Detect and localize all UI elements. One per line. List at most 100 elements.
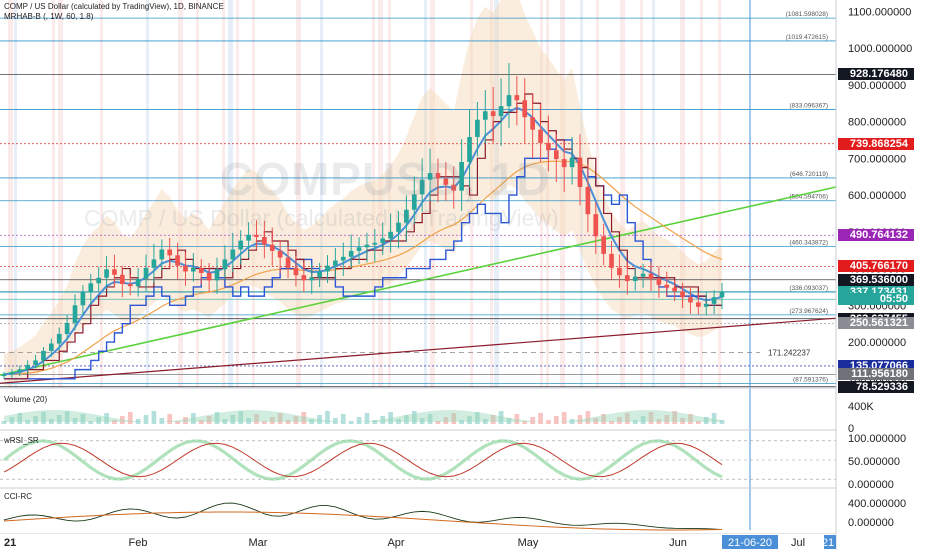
candle-body	[490, 111, 496, 117]
candle-body	[514, 95, 520, 101]
candle-body	[632, 276, 638, 282]
volume-bar	[624, 413, 630, 424]
highlight-stripe	[52, 0, 55, 388]
candle-body	[364, 244, 370, 248]
price-tick-label: 1100.000000	[848, 6, 911, 18]
volume-bar	[711, 413, 717, 424]
highlight-stripe	[652, 0, 655, 388]
trendlines	[0, 0, 837, 530]
volume-bar	[80, 414, 86, 424]
wrsi-pane-label[interactable]: wRSI_SR	[4, 436, 39, 445]
highlight-stripe	[8, 0, 13, 388]
candle-body	[333, 260, 338, 266]
cci-pane	[3, 502, 723, 531]
volume-bar	[593, 418, 599, 424]
symbol-title[interactable]: COMP / US Dollar (calculated by TradingV…	[4, 2, 224, 11]
volume-bar	[151, 411, 157, 424]
volume-bar	[262, 421, 267, 424]
highlight-stripe	[178, 0, 183, 388]
volume-bar	[175, 421, 180, 424]
volume-bar	[411, 411, 417, 424]
candle-body	[143, 267, 149, 279]
highlight-stripe	[546, 0, 549, 388]
candle-body	[64, 322, 70, 334]
volume-pane-label[interactable]: Volume (20)	[4, 395, 48, 404]
candle-body	[459, 162, 464, 191]
price-tag: 405.766170	[838, 260, 914, 273]
candle-body	[672, 287, 678, 292]
volume-bar	[340, 414, 346, 424]
candle-body	[1, 374, 7, 377]
volume-bar	[230, 415, 236, 424]
candle-body	[372, 242, 378, 245]
candle-body	[112, 269, 117, 275]
volume-bar	[104, 413, 109, 424]
volume-bar	[33, 416, 38, 424]
volume-bar	[333, 418, 338, 424]
volume-bar	[498, 411, 504, 424]
highlight-stripe	[252, 0, 255, 388]
candle-body	[719, 291, 725, 298]
candle-body	[356, 247, 362, 251]
time-tick-label: May	[518, 537, 539, 549]
volume-bar	[56, 415, 62, 424]
volume-bar	[553, 416, 559, 424]
volume-bar	[41, 412, 46, 424]
cci-pane-label[interactable]: CCI-RC	[4, 492, 32, 501]
highlight-stripe	[540, 0, 543, 388]
highlight-stripe	[320, 0, 323, 388]
volume-bar	[317, 415, 322, 424]
candle-body	[695, 302, 701, 307]
candle-body	[482, 111, 488, 120]
annotation-label: 171.242237	[768, 349, 811, 358]
candle-body	[183, 265, 188, 272]
candle-body	[80, 292, 86, 306]
candle-body	[254, 234, 259, 237]
indicator-legend[interactable]: MRHAB-B (, 1W, 60, 1.8)	[4, 12, 94, 21]
candle-body	[206, 272, 212, 281]
candle-body	[285, 257, 291, 268]
candle-body	[25, 364, 31, 370]
candle-body	[88, 283, 94, 293]
volume-bar	[183, 417, 188, 424]
volume-tick-label: 0	[848, 423, 854, 435]
volume-bar	[364, 413, 370, 424]
highlight-stripe	[470, 0, 473, 388]
candle-body	[506, 95, 512, 107]
volume-bar	[64, 411, 70, 424]
candle-body	[246, 234, 251, 241]
volume-bar	[17, 413, 23, 424]
volume-bar	[388, 412, 393, 424]
candle-body	[538, 129, 543, 143]
candle-body	[546, 142, 551, 151]
price-tag: 739.868254	[838, 137, 914, 150]
candlesticks[interactable]	[1, 63, 725, 379]
price-tag: 111.956180	[838, 368, 914, 381]
volume-bar	[143, 415, 149, 424]
volume-bar	[443, 417, 449, 424]
volume-bar	[135, 419, 141, 424]
wrsi-tick-label: 50.000000	[848, 456, 900, 468]
volume-bar	[206, 416, 212, 424]
price-tick-label: 700.000000	[848, 153, 906, 165]
volume-bar	[561, 412, 567, 424]
time-tick-label: 21	[822, 537, 834, 549]
time-axis[interactable]: 21 Feb Mar Apr May Jun 21-06-20 Jul 21	[0, 534, 836, 550]
volume-bar	[396, 419, 401, 424]
volume-bar	[475, 412, 480, 424]
highlight-stripe	[228, 0, 233, 388]
highlight-stripe	[620, 0, 625, 388]
candle-body	[609, 253, 614, 268]
trendline-red	[0, 317, 837, 384]
volume-bar	[269, 417, 275, 424]
volume-bar	[482, 419, 488, 424]
candle-body	[396, 222, 401, 232]
candle-body	[104, 269, 109, 278]
envelope-bands	[4, 0, 722, 386]
cursor-date-box	[722, 535, 778, 549]
trendline-green	[0, 186, 837, 376]
candle-body	[656, 278, 662, 285]
volume-bar	[672, 411, 678, 424]
cursor-date-box	[824, 535, 836, 549]
